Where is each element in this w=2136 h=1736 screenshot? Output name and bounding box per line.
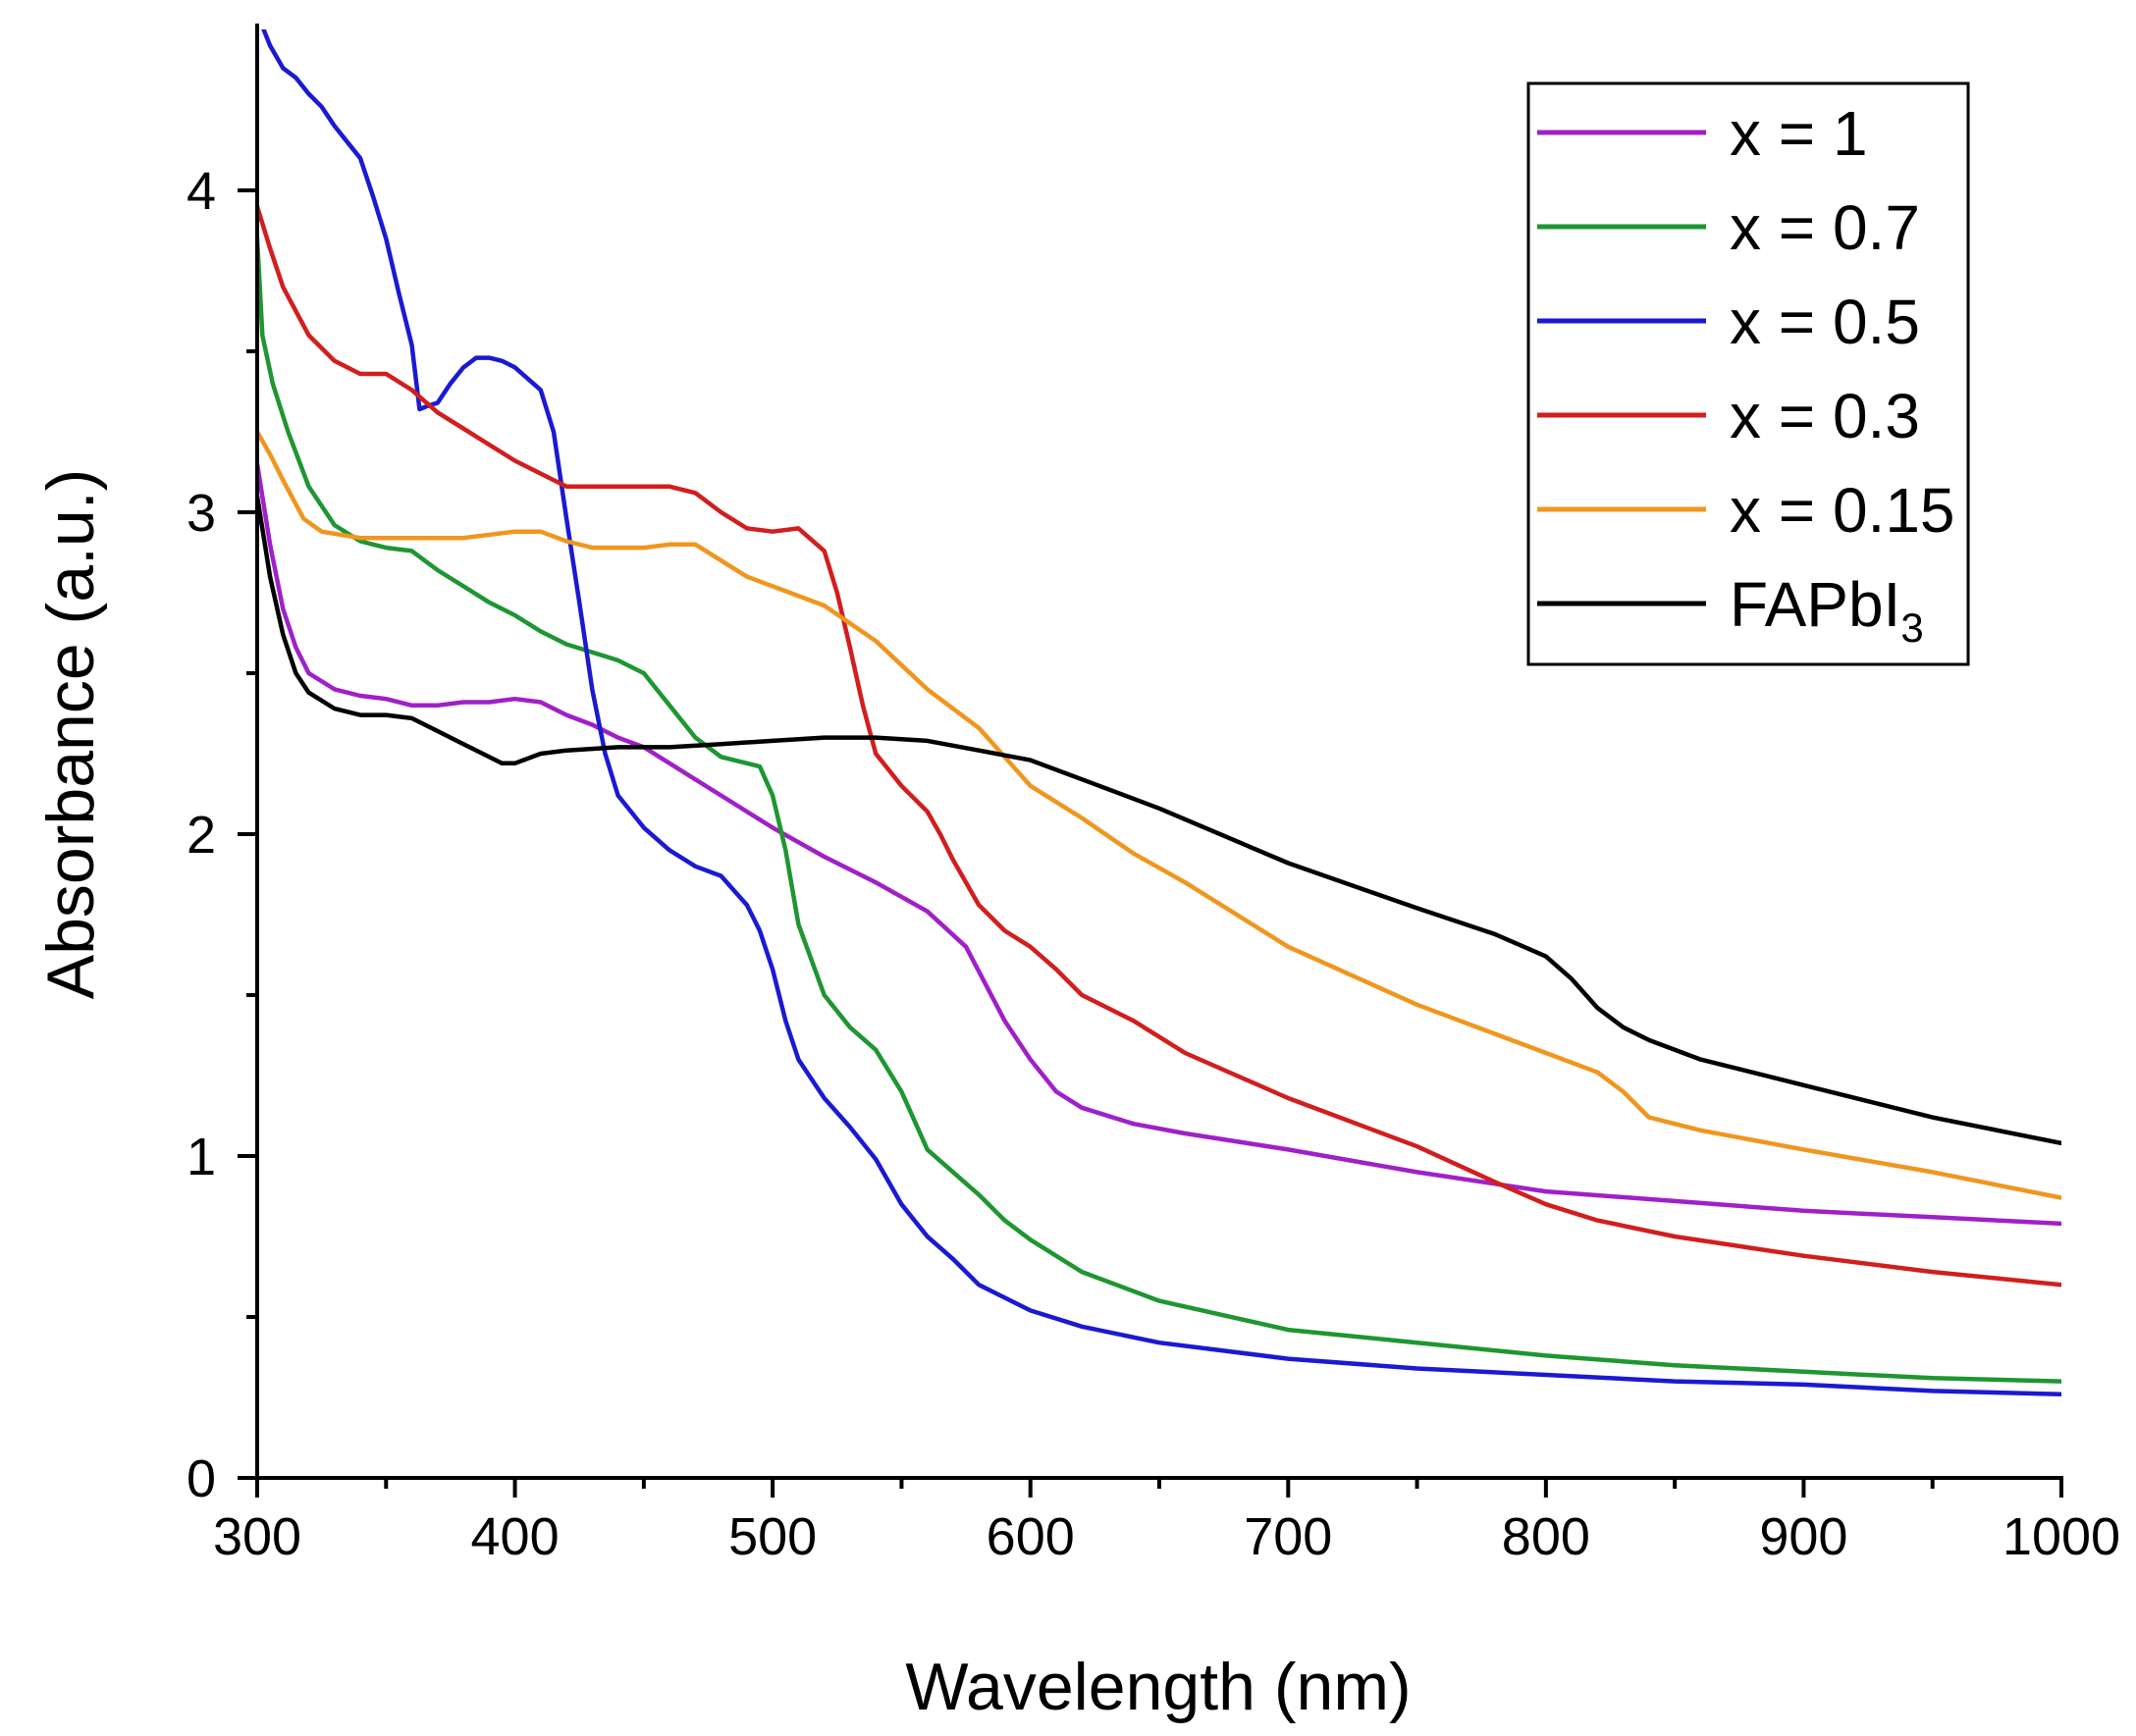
y-tick-label: 1 xyxy=(187,1128,216,1186)
x-tick-label: 300 xyxy=(213,1507,301,1566)
y-tick-label: 2 xyxy=(187,806,216,865)
y-axis-title: Absorbance (a.u.) xyxy=(33,469,108,1000)
x-tick-label: 900 xyxy=(1759,1507,1847,1566)
series-line-0 xyxy=(257,461,2061,1227)
x-axis-title: Wavelength (nm) xyxy=(905,1650,1411,1724)
x-tick-label: 800 xyxy=(1502,1507,1590,1566)
x-tick-label: 500 xyxy=(728,1507,817,1566)
legend-label: x = 1 xyxy=(1730,98,1868,169)
legend-label: x = 0.3 xyxy=(1730,381,1920,451)
x-tick-label: 700 xyxy=(1244,1507,1332,1566)
y-tick-label: 4 xyxy=(187,162,216,221)
legend-label: FAPbI3 xyxy=(1730,569,1924,651)
y-tick-label: 0 xyxy=(187,1449,216,1508)
series-line-5 xyxy=(257,494,2061,1146)
legend: x = 1 x = 0.7 x = 0.5 x = 0.3 x = 0.15 FAPbI3 xyxy=(1526,81,1970,666)
legend-box xyxy=(1526,81,1970,666)
legend-label: x = 0.7 xyxy=(1730,192,1920,263)
axes-layer: 300 400 500 600 700 800 900 1000 0 1 2 3 4 xyxy=(187,24,2120,1566)
x-tick-label: 600 xyxy=(987,1507,1075,1566)
legend-label: x = 0.15 xyxy=(1730,475,1955,546)
series-line-2 xyxy=(261,29,2061,1396)
y-tick-label: 3 xyxy=(187,484,216,543)
plot-layer xyxy=(257,29,2061,1396)
series-line-1 xyxy=(257,236,2061,1384)
legend-label: x = 0.5 xyxy=(1730,287,1920,357)
x-tick-label: 400 xyxy=(471,1507,560,1566)
series-line-4 xyxy=(257,429,2061,1200)
x-tick-label: 1000 xyxy=(2002,1507,2120,1566)
